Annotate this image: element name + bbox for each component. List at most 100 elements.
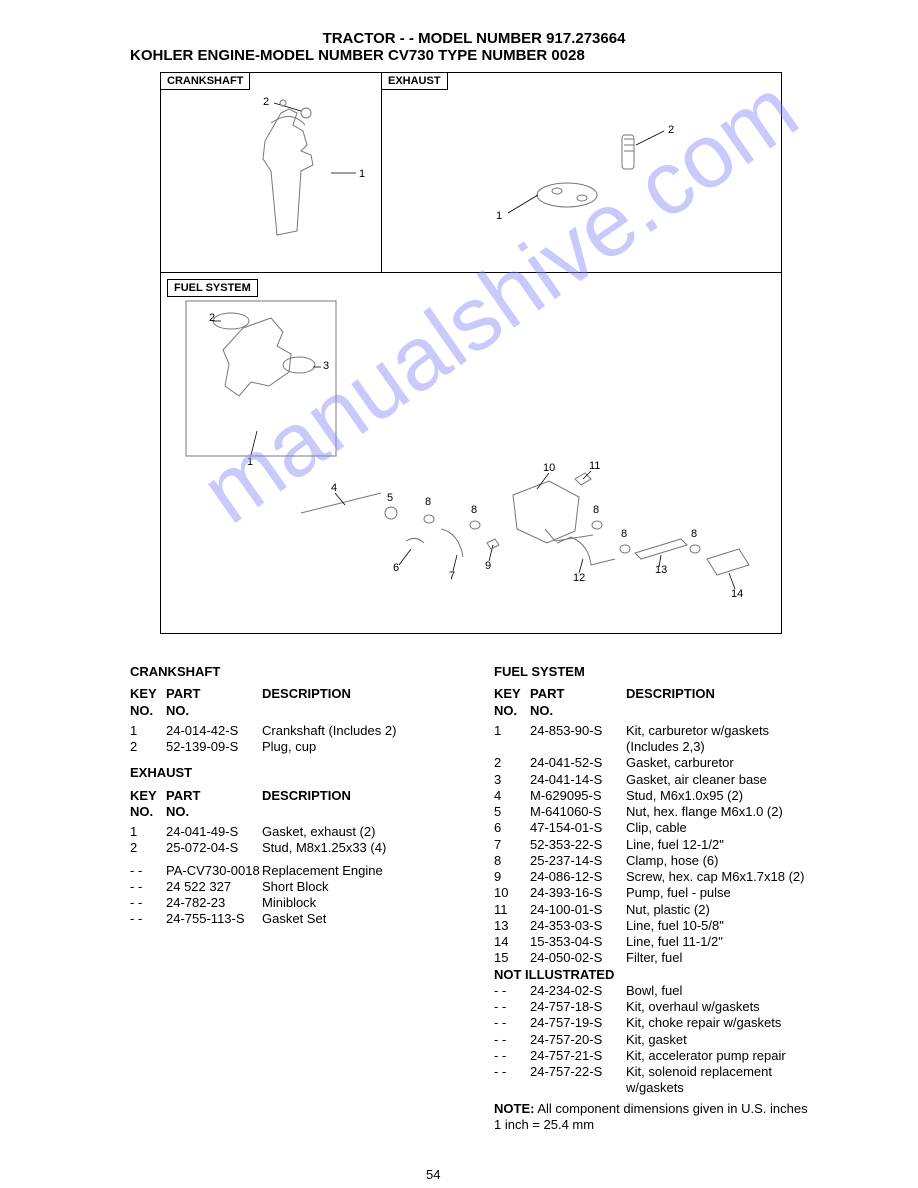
- cell-key: - -: [494, 999, 530, 1015]
- table-row: 225-072-04-SStud, M8x1.25x33 (4): [130, 840, 454, 856]
- svg-text:10: 10: [543, 462, 555, 474]
- cell-desc: Kit, choke repair w/gaskets: [626, 1015, 818, 1031]
- table-row: 4M-629095-SStud, M6x1.0x95 (2): [494, 788, 818, 804]
- hdr-desc: DESCRIPTION: [262, 686, 454, 719]
- cell-desc: Line, fuel 11-1/2": [626, 934, 818, 950]
- hdr-desc: DESCRIPTION: [626, 686, 818, 719]
- cell-key: 5: [494, 804, 530, 820]
- exhaust-heading: EXHAUST: [130, 765, 454, 781]
- crankshaft-diagram: CRANKSHAFT 1 2: [161, 73, 382, 273]
- svg-text:2: 2: [209, 312, 215, 324]
- table-row: 5M-641060-SNut, hex. flange M6x1.0 (2): [494, 804, 818, 820]
- cell-part: 24-393-16-S: [530, 885, 626, 901]
- page-number: 54: [426, 1167, 440, 1182]
- cell-key: - -: [494, 1048, 530, 1064]
- fuel-system-diagram: FUEL SYSTEM 2 3 1 4 5 6: [161, 273, 781, 633]
- crankshaft-label: CRANKSHAFT: [160, 72, 250, 90]
- parts-tables: CRANKSHAFT KEY NO. PART NO. DESCRIPTION …: [130, 654, 818, 1133]
- cell-desc: Replacement Engine: [262, 863, 454, 879]
- svg-text:1: 1: [247, 456, 253, 468]
- table-header: KEY NO. PART NO. DESCRIPTION: [494, 686, 818, 719]
- cell-desc: Kit, accelerator pump repair: [626, 1048, 818, 1064]
- svg-text:2: 2: [263, 96, 269, 108]
- table-row: 752-353-22-SLine, fuel 12-1/2": [494, 837, 818, 853]
- cell-key: 13: [494, 918, 530, 934]
- cell-desc: Kit, overhaul w/gaskets: [626, 999, 818, 1015]
- cell-part: 24-757-20-S: [530, 1032, 626, 1048]
- table-row: - -24-234-02-SBowl, fuel: [494, 983, 818, 999]
- svg-text:3: 3: [323, 360, 329, 372]
- cell-key: 2: [130, 739, 166, 755]
- table-row: 252-139-09-SPlug, cup: [130, 739, 454, 755]
- note-text: All component dimensions given in U.S. i…: [494, 1101, 808, 1132]
- cell-key: - -: [494, 1064, 530, 1097]
- cell-part: 24-755-113-S: [166, 911, 262, 927]
- cell-key: 7: [494, 837, 530, 853]
- cell-part: 25-072-04-S: [166, 840, 262, 856]
- svg-text:14: 14: [731, 588, 743, 600]
- cell-desc: Stud, M6x1.0x95 (2): [626, 788, 818, 804]
- cell-part: 52-139-09-S: [166, 739, 262, 755]
- cell-part: 24-757-21-S: [530, 1048, 626, 1064]
- hdr-part: PART NO.: [166, 788, 262, 821]
- diagram-container: CRANKSHAFT 1 2 EXHAUST: [160, 72, 782, 634]
- hdr-part: PART NO.: [530, 686, 626, 719]
- fuel-system-svg: 2 3 1 4 5 6 8 7 8: [161, 273, 781, 633]
- cell-key: 14: [494, 934, 530, 950]
- fuel-heading: FUEL SYSTEM: [494, 664, 818, 680]
- table-header: KEY NO. PART NO. DESCRIPTION: [130, 788, 454, 821]
- cell-desc: Gasket, carburetor: [626, 755, 818, 771]
- table-row: 124-853-90-SKit, carburetor w/gaskets (I…: [494, 723, 818, 756]
- cell-key: 2: [494, 755, 530, 771]
- cell-key: 9: [494, 869, 530, 885]
- table-row: 1024-393-16-SPump, fuel - pulse: [494, 885, 818, 901]
- table-row: 1415-353-04-SLine, fuel 11-1/2": [494, 934, 818, 950]
- svg-text:8: 8: [691, 528, 697, 540]
- cell-key: 8: [494, 853, 530, 869]
- cell-desc: Crankshaft (Includes 2): [262, 723, 454, 739]
- cell-key: 10: [494, 885, 530, 901]
- cell-part: 47-154-01-S: [530, 820, 626, 836]
- cell-part: 15-353-04-S: [530, 934, 626, 950]
- table-row: 224-041-52-SGasket, carburetor: [494, 755, 818, 771]
- svg-text:8: 8: [425, 496, 431, 508]
- exhaust-svg: 1 2: [382, 73, 782, 273]
- cell-desc: Filter, fuel: [626, 950, 818, 966]
- table-row: 647-154-01-SClip, cable: [494, 820, 818, 836]
- table-row: 324-041-14-SGasket, air cleaner base: [494, 772, 818, 788]
- note-bold: NOTE:: [494, 1101, 534, 1116]
- cell-key: - -: [130, 879, 166, 895]
- exhaust-label: EXHAUST: [381, 72, 448, 90]
- cell-part: 24-100-01-S: [530, 902, 626, 918]
- cell-part: 24-041-52-S: [530, 755, 626, 771]
- cell-part: 24-757-18-S: [530, 999, 626, 1015]
- table-row: 124-014-42-SCrankshaft (Includes 2): [130, 723, 454, 739]
- cell-desc: Nut, hex. flange M6x1.0 (2): [626, 804, 818, 820]
- table-row: - -24 522 327Short Block: [130, 879, 454, 895]
- cell-desc: Line, fuel 12-1/2": [626, 837, 818, 853]
- cell-part: 24-353-03-S: [530, 918, 626, 934]
- cell-part: PA-CV730-0018: [166, 863, 262, 879]
- hdr-part: PART NO.: [166, 686, 262, 719]
- cell-key: - -: [494, 1032, 530, 1048]
- cell-part: 24-014-42-S: [166, 723, 262, 739]
- table-header: KEY NO. PART NO. DESCRIPTION: [130, 686, 454, 719]
- cell-key: - -: [130, 895, 166, 911]
- svg-text:1: 1: [359, 168, 365, 180]
- table-row: 1324-353-03-SLine, fuel 10-5/8": [494, 918, 818, 934]
- svg-text:2: 2: [668, 124, 674, 136]
- cell-part: 25-237-14-S: [530, 853, 626, 869]
- crankshaft-svg: 1 2: [161, 73, 381, 273]
- svg-text:5: 5: [387, 492, 393, 504]
- crankshaft-heading: CRANKSHAFT: [130, 664, 454, 680]
- table-row: 1124-100-01-SNut, plastic (2): [494, 902, 818, 918]
- hdr-key: KEY NO.: [494, 686, 530, 719]
- cell-part: 24-782-23: [166, 895, 262, 911]
- cell-desc: Clip, cable: [626, 820, 818, 836]
- table-row: 1524-050-02-SFilter, fuel: [494, 950, 818, 966]
- fuel-system-label: FUEL SYSTEM: [167, 279, 258, 297]
- table-row: 924-086-12-SScrew, hex. cap M6x1.7x18 (2…: [494, 869, 818, 885]
- hdr-desc: DESCRIPTION: [262, 788, 454, 821]
- svg-text:4: 4: [331, 482, 337, 494]
- svg-text:11: 11: [589, 460, 600, 472]
